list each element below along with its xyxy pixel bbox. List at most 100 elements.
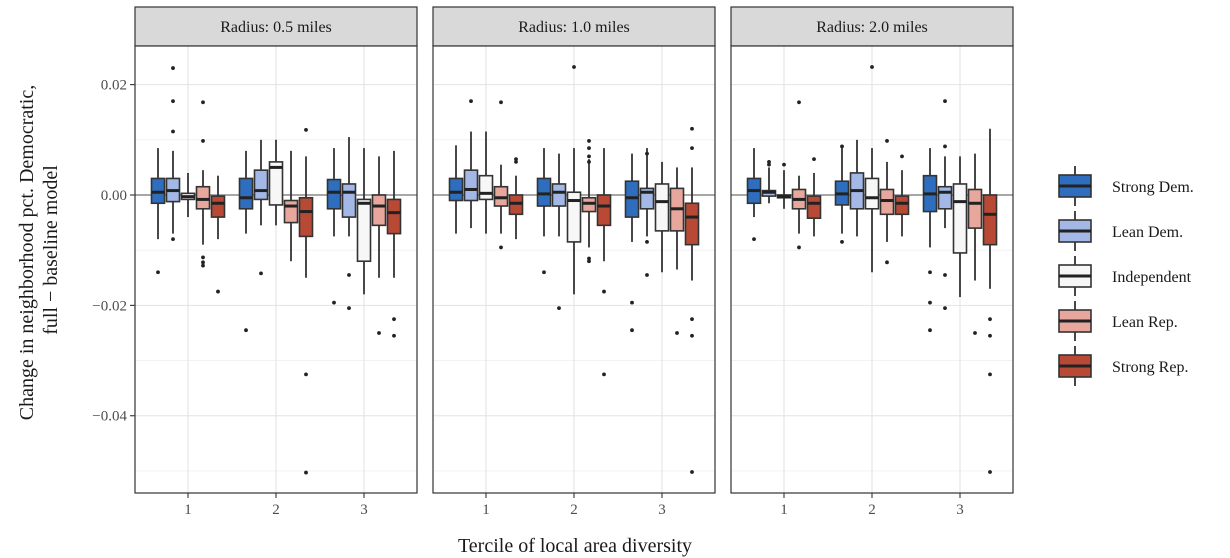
- box-body: [448, 177, 464, 202]
- legend-label: Strong Dem.: [1112, 179, 1194, 196]
- y-tick-label: 0.02: [101, 78, 127, 94]
- x-tick-label: 1: [184, 502, 192, 518]
- box-body: [806, 195, 822, 219]
- box: [341, 137, 357, 311]
- outlier-point: [171, 99, 175, 104]
- box-body: [952, 183, 968, 254]
- outlier-point: [943, 99, 947, 104]
- facet-strip-label: Radius: 0.5 miles: [220, 19, 332, 36]
- outlier-point: [587, 159, 591, 164]
- box: [879, 139, 895, 265]
- box: [371, 156, 387, 335]
- facet-strip: [134, 6, 418, 47]
- y-axis-title-line-2: full − baseline model: [40, 165, 62, 335]
- box: [463, 99, 479, 229]
- legend-item: Lean Rep.: [1058, 301, 1178, 341]
- outlier-point: [304, 372, 308, 377]
- facet-strip-label: Radius: 1.0 miles: [518, 19, 630, 36]
- box: [386, 150, 402, 338]
- outlier-point: [797, 100, 801, 105]
- box-body: [268, 161, 284, 206]
- box: [834, 144, 850, 244]
- outlier-point: [587, 146, 591, 150]
- box-body: [341, 183, 357, 218]
- outlier-point: [767, 159, 771, 164]
- outlier-point: [675, 331, 679, 335]
- x-tick-label: 3: [360, 502, 368, 518]
- box: [180, 172, 196, 218]
- legend-label: Lean Rep.: [1112, 314, 1178, 331]
- box-body: [326, 178, 342, 210]
- box-body: [356, 198, 372, 263]
- box: [791, 100, 807, 250]
- box: [806, 157, 822, 237]
- outlier-point: [943, 273, 947, 277]
- outlier-point: [392, 317, 396, 322]
- box-body: [371, 194, 387, 227]
- outlier-point: [690, 146, 694, 150]
- outlier-point: [943, 144, 947, 149]
- box: [536, 148, 552, 275]
- outlier-point: [332, 300, 336, 305]
- outlier-point: [587, 154, 591, 159]
- outlier-point: [171, 237, 175, 242]
- box: [165, 66, 181, 242]
- outlier-point: [885, 139, 889, 143]
- facet-strip: [730, 6, 1014, 47]
- box-body: [684, 202, 700, 246]
- outlier-point: [602, 289, 606, 294]
- box: [894, 154, 910, 237]
- outlier-point: [782, 162, 786, 167]
- box: [967, 153, 983, 335]
- outlier-point: [690, 317, 694, 322]
- y-axis-title: Change in neighborhood pct. Democratic, …: [16, 80, 62, 420]
- box-body: [298, 196, 314, 238]
- box-body: [463, 169, 479, 202]
- outlier-point: [630, 300, 634, 305]
- outlier-point: [259, 271, 263, 276]
- legend-item: Independent: [1058, 256, 1192, 296]
- y-tick-label: −0.04: [92, 409, 127, 425]
- outlier-point: [812, 157, 816, 162]
- box: [776, 162, 792, 209]
- box: [253, 139, 269, 276]
- box: [684, 126, 700, 474]
- legend-item: Strong Dem.: [1058, 166, 1194, 206]
- outlier-point: [797, 245, 801, 250]
- box: [982, 128, 998, 474]
- outlier-point: [201, 260, 205, 265]
- x-tick-label: 3: [956, 502, 964, 518]
- box: [268, 139, 284, 226]
- facet-panels: Radius: 0.5 miles 1 2 3 Radius: 1.0 miles 1 2 3…: [134, 6, 1014, 518]
- outlier-point: [587, 256, 591, 261]
- legend: Strong Dem. Lean Dem. Independent Lean Rep.…: [1058, 166, 1194, 386]
- legend-item: Strong Rep.: [1058, 346, 1188, 386]
- facet-strip: [432, 6, 716, 47]
- outlier-point: [900, 154, 904, 159]
- outlier-point: [499, 245, 503, 250]
- box: [551, 153, 567, 311]
- box: [746, 148, 762, 242]
- outlier-point: [201, 100, 205, 105]
- outlier-point: [767, 162, 771, 167]
- x-tick-label: 1: [780, 502, 788, 518]
- box-body: [967, 188, 983, 229]
- y-axis-ticks: 0.02 0.00 −0.02 −0.04: [92, 78, 135, 425]
- box: [493, 100, 509, 250]
- legend-label: Independent: [1112, 269, 1192, 286]
- outlier-point: [690, 333, 694, 338]
- x-tick-label: 3: [658, 502, 666, 518]
- box: [581, 139, 597, 264]
- box: [937, 99, 953, 311]
- outlier-point: [870, 65, 874, 69]
- box: [298, 127, 314, 475]
- outlier-point: [347, 273, 351, 277]
- legend-label: Strong Rep.: [1112, 359, 1188, 376]
- box: [326, 148, 342, 305]
- outlier-point: [973, 331, 977, 335]
- outlier-point: [988, 470, 992, 474]
- box: [654, 161, 670, 273]
- outlier-point: [542, 270, 546, 275]
- legend-item: Lean Dem.: [1058, 211, 1183, 251]
